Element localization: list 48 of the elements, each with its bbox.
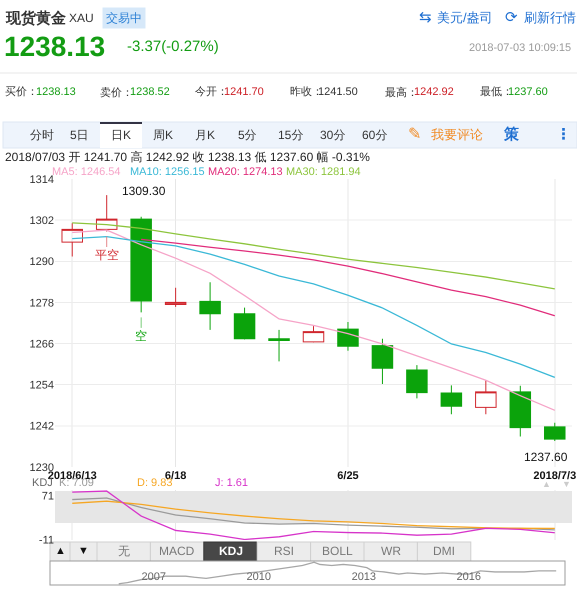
text: -3.37(-0.27%) [127, 38, 219, 55]
text: 5分 [238, 128, 257, 142]
text: 无 [118, 544, 130, 558]
text: DMI [433, 544, 455, 558]
text: ▲ [542, 479, 551, 489]
text: ▲ [55, 545, 66, 557]
x-tick-label: 2016 [456, 570, 482, 583]
text: 1241.70 [224, 86, 264, 98]
text: 60分 [362, 128, 388, 142]
line-series [72, 490, 556, 540]
text: KDJ [219, 544, 244, 558]
text: 周K [153, 128, 174, 142]
x-tick-label: 2013 [352, 570, 376, 583]
text: 交易中 [106, 11, 142, 25]
x-tick-label: 2010 [246, 570, 271, 583]
text: 1238.13 [36, 86, 76, 98]
text: 5日 [70, 128, 89, 142]
text: 日K [111, 128, 132, 142]
text: XAU [69, 11, 94, 25]
y-tick-label: -11 [38, 534, 54, 546]
text: 现货黄金 [5, 10, 66, 27]
text: 1241.50 [318, 86, 358, 98]
text: 1238.13 [4, 31, 106, 62]
text: ▼ [562, 479, 571, 489]
text: 15分 [278, 128, 304, 142]
text: RSI [274, 544, 294, 558]
text: 刷新行情 [524, 10, 576, 25]
text: ▼ [78, 545, 89, 557]
text: ⇆ [419, 9, 432, 26]
text: 1238.52 [130, 86, 170, 98]
text: 2018-07-03 10:09:15 [469, 42, 572, 54]
text: 美元/盎司 [437, 10, 493, 25]
text: MACD [159, 544, 195, 558]
text: 1242.92 [414, 86, 454, 98]
text: 分时 [30, 128, 54, 142]
text: ⋮ [556, 126, 571, 143]
text: 月K [195, 128, 216, 142]
text: ⟳ [505, 9, 518, 26]
text: WR [381, 544, 402, 558]
text: J: 1.61 [215, 477, 248, 489]
text: 我要评论 [431, 127, 483, 142]
text: 买价： [5, 86, 38, 98]
y-tick-label: 71 [42, 490, 54, 503]
text: 策 [503, 126, 520, 143]
text: ✎ [408, 126, 422, 143]
text: BOLL [322, 544, 354, 558]
text: 1237.60 [508, 86, 548, 98]
text: 30分 [320, 128, 346, 142]
